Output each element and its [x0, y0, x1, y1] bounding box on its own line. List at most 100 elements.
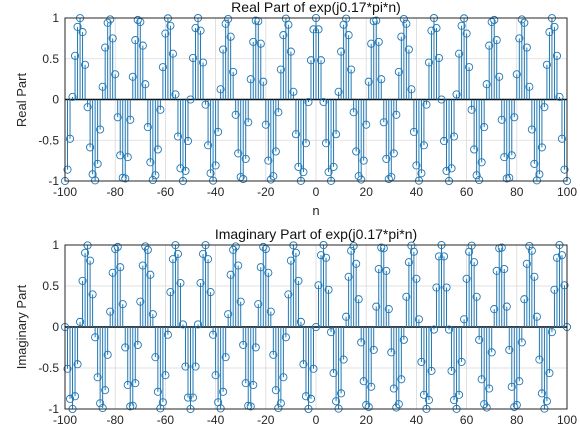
real-marker--48: [191, 24, 200, 33]
imag-marker-37: [404, 258, 413, 267]
real-marker--60: [161, 29, 170, 38]
imag-xtick-label-3: -40: [207, 413, 225, 427]
imag-marker-85: [525, 241, 534, 251]
real-marker-36: [402, 19, 411, 28]
real-marker-98: [557, 134, 567, 143]
imag-marker-13: [344, 272, 353, 281]
imag-marker--52: [181, 362, 190, 371]
real-marker--37: [219, 45, 228, 54]
imag-marker--1: [309, 364, 318, 373]
real-marker--5: [299, 168, 308, 177]
imag-marker-43: [419, 390, 428, 399]
real-marker-60: [462, 29, 471, 38]
real-marker-65: [475, 175, 484, 185]
real-marker-21: [364, 77, 373, 86]
real-marker-12: [342, 14, 351, 23]
real-marker-52: [442, 166, 451, 175]
imag-marker--84: [101, 386, 110, 395]
imag-marker-68: [482, 403, 491, 412]
real-marker-18: [357, 175, 366, 184]
imag-marker--72: [131, 379, 140, 388]
real-marker--91: [83, 103, 92, 112]
imag-marker--15: [274, 403, 283, 413]
real-marker-34: [397, 32, 406, 41]
real-marker-69: [485, 41, 494, 50]
real-marker-4: [321, 139, 331, 148]
real-title: Real Part of exp(j0.17*pi*n): [231, 0, 401, 15]
real-marker--35: [224, 14, 233, 24]
imag-marker-18: [357, 338, 366, 347]
imag-marker-70: [487, 348, 496, 357]
imag-marker-11: [339, 355, 348, 364]
imag-marker--86: [96, 399, 105, 408]
imag-marker--45: [198, 249, 208, 258]
imag-marker--64: [151, 353, 160, 362]
imag-marker-93: [545, 369, 554, 378]
imag-marker-60: [462, 274, 471, 283]
real-marker--67: [143, 123, 152, 132]
real-marker--92: [81, 60, 90, 69]
imag-marker--40: [211, 371, 220, 380]
imag-axes-box: [64, 244, 568, 410]
imag-marker-98: [557, 251, 567, 260]
real-marker-63: [470, 145, 479, 154]
real-marker-64: [472, 171, 481, 180]
real-marker-71: [490, 15, 499, 25]
real-marker-78: [507, 151, 516, 160]
real-marker-97: [555, 92, 564, 101]
real-marker-87: [530, 159, 539, 168]
real-xtick-label-3: -40: [207, 185, 225, 199]
real-marker--81: [108, 34, 117, 43]
real-marker-85: [525, 82, 534, 91]
real-marker-44: [422, 100, 431, 109]
real-ytick-label-4: 1: [52, 11, 59, 25]
imag-marker--78: [116, 263, 125, 272]
real-xtick-label-1: -80: [107, 185, 125, 199]
imag-marker-31: [389, 384, 398, 393]
imag-marker--77: [118, 300, 127, 309]
real-marker-75: [500, 153, 509, 162]
imag-marker-36: [402, 292, 411, 301]
imag-marker-23: [369, 345, 378, 354]
imag-marker-7: [329, 369, 338, 378]
real-marker--22: [256, 39, 265, 48]
real-marker--13: [279, 31, 288, 40]
imag-marker--34: [226, 270, 235, 279]
imag-marker--5: [299, 360, 308, 369]
real-marker--31: [234, 149, 243, 158]
imag-marker-54: [447, 366, 456, 375]
real-marker--21: [259, 77, 268, 86]
real-marker--84: [101, 43, 110, 52]
real-marker--58: [166, 21, 175, 30]
imag-marker--57: [168, 255, 177, 264]
imag-marker--7: [294, 276, 303, 285]
imag-tick-labels: -100 -80 -60 -40 -20 0 20 40 60 80 100 -1 -0.5 0 0.5 1: [38, 238, 577, 427]
real-marker-24: [372, 16, 381, 25]
imag-marker--67: [143, 245, 152, 254]
real-tick-labels: -100 -80 -60 -40 -20 0 20 40 60 80 100 -1 -0.5 0 0.5 1: [38, 11, 577, 199]
real-marker-20: [362, 120, 371, 129]
real-xtick-label-6: 20: [360, 185, 374, 199]
imag-marker-40: [412, 274, 421, 283]
imag-marker--48: [191, 362, 200, 371]
imag-marker--63: [153, 387, 162, 396]
real-marker--75: [123, 153, 132, 162]
imag-marker-29: [384, 305, 393, 314]
imag-marker--43: [204, 255, 213, 264]
real-marker--63: [153, 145, 162, 154]
imag-marker-5: [324, 285, 333, 294]
real-marker-38: [407, 85, 416, 94]
imag-marker--90: [86, 256, 95, 265]
real-marker-91: [540, 103, 549, 112]
imag-marker-95: [550, 285, 559, 294]
imag-marker-24: [372, 302, 381, 311]
imag-marker-47: [429, 325, 439, 334]
real-marker--76: [121, 174, 130, 183]
imag-marker--53: [178, 320, 188, 329]
imag-marker-78: [507, 382, 516, 391]
imag-title: Imaginary Part of exp(j0.17*pi*n): [215, 226, 417, 242]
imag-marker--37: [219, 387, 228, 396]
real-marker--93: [78, 28, 87, 37]
real-marker--72: [131, 36, 140, 45]
real-marker-43: [419, 141, 428, 150]
